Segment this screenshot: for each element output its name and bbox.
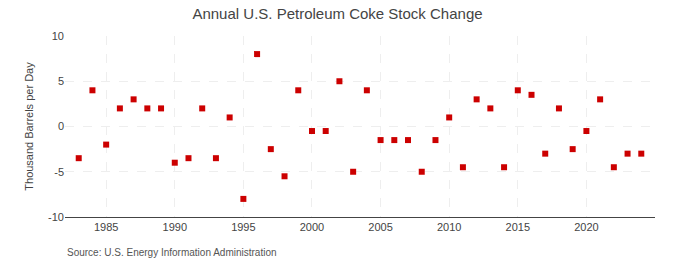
svg-text:2000: 2000	[300, 221, 324, 233]
svg-text:Thousand Barrels per Day: Thousand Barrels per Day	[23, 62, 35, 191]
svg-text:2015: 2015	[506, 221, 530, 233]
svg-text:5: 5	[58, 75, 64, 87]
svg-text:1990: 1990	[163, 221, 187, 233]
svg-text:-5: -5	[54, 166, 64, 178]
svg-text:0: 0	[58, 120, 64, 132]
svg-text:2020: 2020	[574, 221, 598, 233]
svg-text:Annual U.S. Petroleum Coke Sto: Annual U.S. Petroleum Coke Stock Change	[192, 5, 482, 22]
svg-text:Source: U.S. Energy Informatio: Source: U.S. Energy Information Administ…	[67, 247, 277, 258]
svg-text:10: 10	[52, 30, 64, 42]
svg-text:1995: 1995	[231, 221, 255, 233]
svg-text:2010: 2010	[437, 221, 461, 233]
svg-text:2005: 2005	[368, 221, 392, 233]
svg-text:-10: -10	[48, 211, 64, 223]
svg-text:1985: 1985	[94, 221, 118, 233]
